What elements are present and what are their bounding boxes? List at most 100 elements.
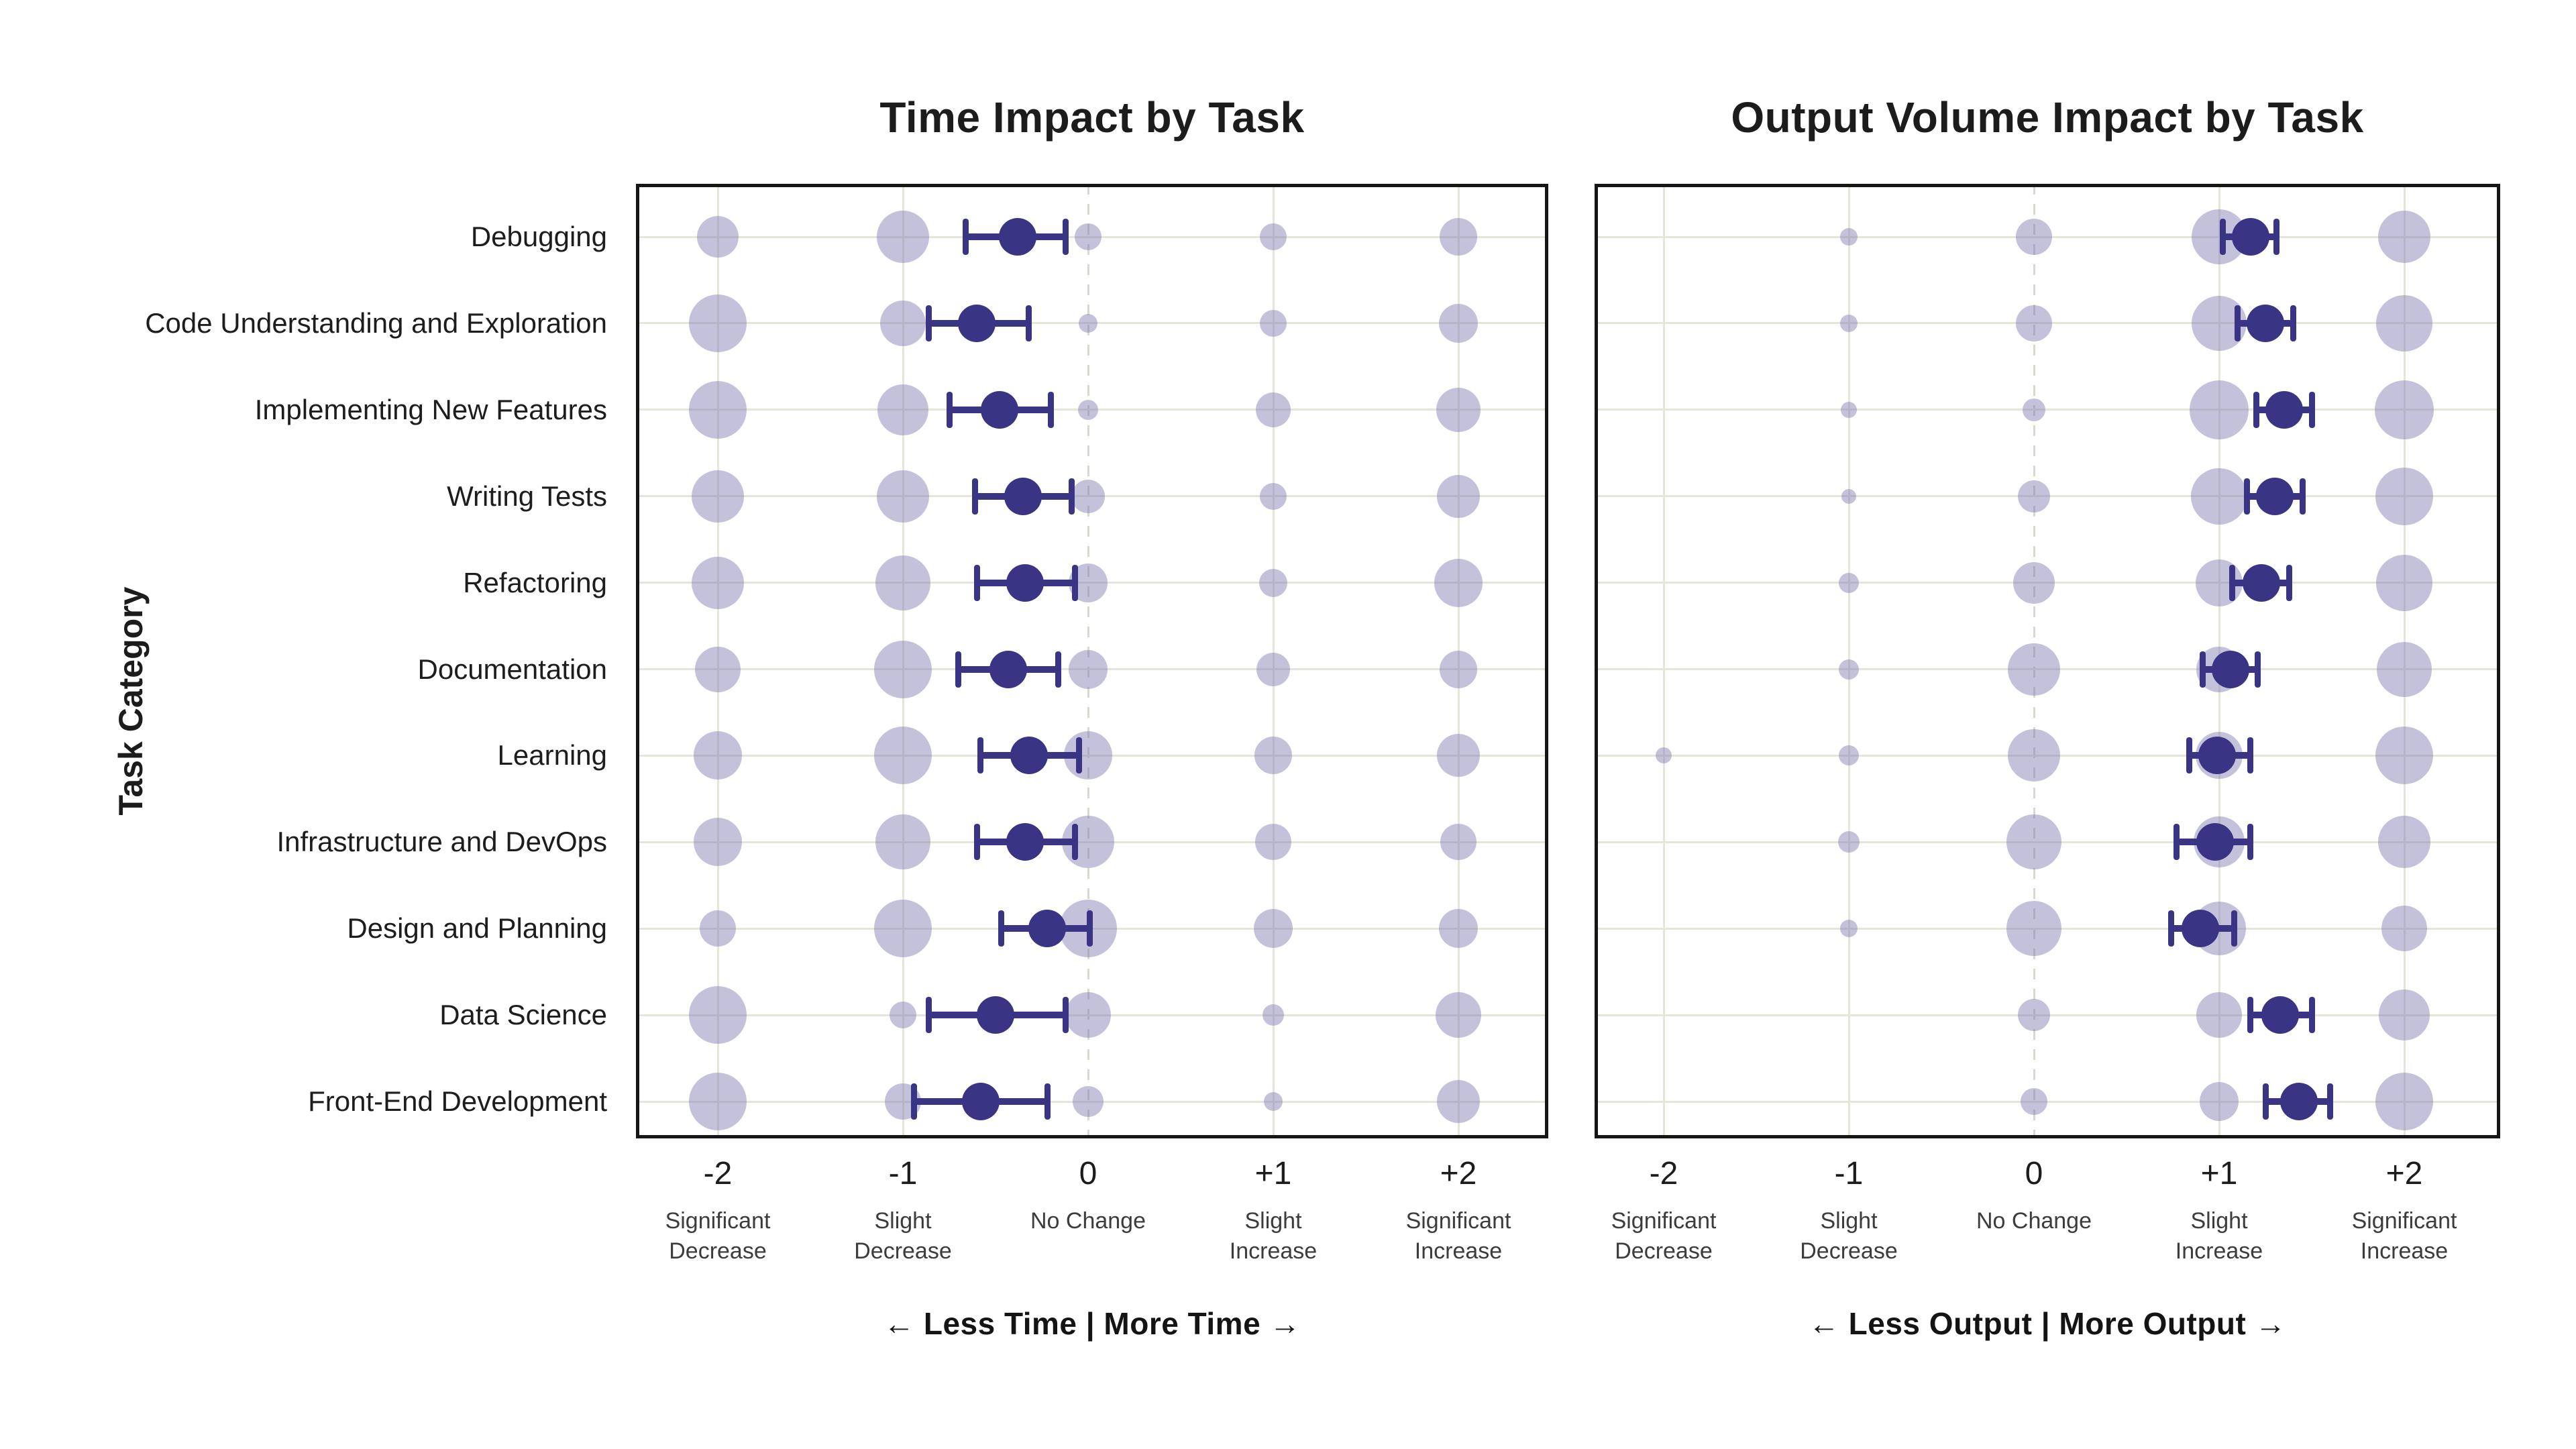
x-tick-label: 0 [1079, 1156, 1097, 1191]
ci-cap-high [2231, 910, 2237, 947]
mean-dot [1028, 910, 1067, 948]
ci-cap-high [1072, 824, 1079, 861]
x-tick-sublabel: Significant Decrease [1611, 1208, 1717, 1264]
response-bubble [1439, 303, 1478, 343]
response-bubble [1440, 650, 1477, 688]
response-bubble [700, 910, 736, 947]
response-bubble [1440, 824, 1477, 861]
horizontal-gridline [636, 668, 1548, 670]
category-label: Data Science [439, 999, 607, 1031]
ci-cap-low [963, 219, 969, 255]
category-label: Debugging [470, 221, 607, 252]
ci-cap-high [1044, 1083, 1051, 1120]
response-bubble [1436, 387, 1481, 432]
ci-cap-high [1055, 651, 1062, 688]
ci-cap-low [926, 305, 932, 341]
x-tick-label: +2 [1440, 1156, 1477, 1191]
ci-cap-high [1048, 391, 1055, 428]
response-bubble [1260, 309, 1287, 337]
ci-cap-high [1063, 997, 1069, 1034]
response-bubble [1260, 482, 1287, 510]
ci-cap-high [2286, 564, 2293, 601]
response-bubble [1440, 218, 1477, 256]
response-bubble [2375, 467, 2433, 525]
category-label: Implementing New Features [254, 393, 607, 425]
response-bubble [695, 646, 741, 692]
ci-cap-high [1026, 305, 1032, 341]
mean-dot [2247, 304, 2284, 342]
ci-cap-high [2255, 651, 2261, 688]
x-tick-sublabel: Slight Increase [2175, 1208, 2263, 1264]
response-bubble [1841, 488, 1856, 504]
mean-dot [2211, 650, 2249, 688]
vertical-gridline [716, 184, 719, 1138]
ci-cap-low [2220, 219, 2226, 255]
response-bubble [2013, 561, 2055, 604]
category-label: Refactoring [463, 566, 607, 598]
response-bubble [874, 640, 932, 698]
mean-dot [2279, 1083, 2318, 1120]
vertical-gridline [2403, 184, 2406, 1138]
x-tick-label: 0 [2025, 1156, 2043, 1191]
response-bubble [1254, 909, 1293, 949]
ci-cap-high [2327, 1083, 2334, 1120]
ci-cap-low [977, 737, 984, 774]
horizontal-gridline [636, 235, 1548, 238]
response-bubble [1263, 1004, 1284, 1026]
horizontal-gridline [1595, 409, 2500, 411]
ci-cap-high [2308, 391, 2315, 428]
y-axis-label: Task Category [112, 586, 150, 816]
response-bubble [877, 470, 929, 523]
response-bubble [697, 216, 739, 258]
horizontal-gridline [1595, 235, 2500, 238]
horizontal-gridline [636, 582, 1548, 584]
x-tick-label: -1 [1834, 1156, 1864, 1191]
vertical-gridline [1272, 184, 1275, 1138]
response-bubble [2006, 901, 2061, 957]
response-bubble [692, 556, 744, 609]
horizontal-gridline [1595, 754, 2500, 757]
response-bubble [1839, 745, 1859, 766]
response-bubble [880, 300, 926, 346]
response-bubble [689, 986, 747, 1044]
ci-cap-low [926, 997, 932, 1034]
horizontal-gridline [636, 1014, 1548, 1016]
response-bubble [874, 727, 932, 785]
ci-cap-low [973, 824, 980, 861]
ci-cap-low [955, 651, 962, 688]
horizontal-gridline [1595, 927, 2500, 930]
mean-dot [2261, 996, 2300, 1034]
response-bubble [874, 900, 932, 958]
x-tick-sublabel: No Change [1976, 1208, 2092, 1234]
zero-gridline [1087, 184, 1089, 1138]
mean-dot [2182, 910, 2220, 948]
response-bubble [1071, 479, 1105, 513]
response-bubble [1437, 1080, 1480, 1123]
response-bubble [2375, 1073, 2433, 1130]
right-axis-annotation: ← Less Output | More Output → [1808, 1306, 2287, 1341]
horizontal-gridline [636, 322, 1548, 325]
response-bubble [1075, 223, 1102, 250]
response-bubble [875, 814, 930, 870]
mean-dot [2196, 823, 2235, 861]
response-bubble [1065, 992, 1111, 1038]
response-bubble [1439, 909, 1478, 949]
vertical-gridline [1847, 184, 1850, 1138]
response-bubble [2021, 1088, 2047, 1115]
horizontal-gridline [1595, 668, 2500, 670]
mean-dot [1006, 823, 1044, 861]
response-bubble [2381, 906, 2427, 952]
right-chart-title: Output Volume Impact by Task [1731, 93, 2364, 142]
ci-cap-high [1072, 564, 1079, 601]
left-chart-title: Time Impact by Task [879, 93, 1305, 142]
ci-cap-high [1087, 910, 1093, 947]
category-label: Code Understanding and Exploration [145, 307, 607, 339]
vertical-gridline [1662, 184, 1665, 1138]
response-bubble [1839, 572, 1859, 593]
mean-dot [999, 218, 1037, 256]
ci-cap-low [2174, 824, 2180, 861]
ci-cap-low [2167, 910, 2174, 947]
response-bubble [689, 294, 747, 352]
x-tick-label: +2 [2385, 1156, 2423, 1191]
ci-cap-low [2229, 564, 2235, 601]
